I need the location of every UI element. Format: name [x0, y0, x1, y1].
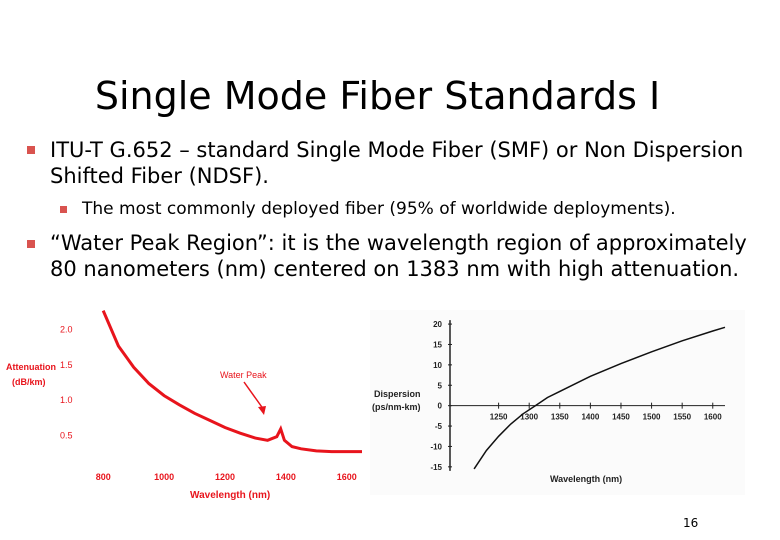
- x-tick-label: 1000: [154, 472, 174, 482]
- dispersion-curve: [473, 326, 726, 470]
- y-tick-label: 0.5: [60, 431, 73, 441]
- x-tick-label: 1450: [612, 413, 630, 422]
- x-tick-label: 1250: [490, 413, 508, 422]
- bullet-marker: [27, 146, 35, 154]
- y-tick-label: -5: [435, 422, 443, 431]
- dispersion-chart: 20 15 10 5 0 -5 -10 -15 1250 1300 1350 1400 1450 150…: [370, 310, 745, 495]
- bullet-2-line2: 80 nanometers (nm) centered on 1383 nm w…: [50, 257, 740, 281]
- y-tick-label: 15: [433, 340, 442, 349]
- bullet-1-line2: Shifted Fiber (NDSF).: [50, 164, 269, 188]
- x-tick-label: 1300: [520, 413, 538, 422]
- y-tick-label: 0: [438, 402, 443, 411]
- x-tick-label: 1200: [215, 472, 235, 482]
- y-tick-label: -15: [430, 463, 442, 472]
- x-tick-label: 1400: [276, 472, 296, 482]
- water-peak-arrow: [243, 381, 265, 411]
- water-peak-label: Water Peak: [220, 370, 267, 380]
- y-tick-label: 20: [433, 320, 442, 329]
- water-peak-arrowhead: [258, 406, 266, 415]
- bullet-marker: [60, 206, 67, 213]
- slide-title: Single Mode Fiber Standards I: [94, 74, 661, 118]
- x-tick-label: 1550: [673, 413, 691, 422]
- attenuation-curve: [101, 310, 362, 454]
- bullet-1-line1: ITU-T G.652 – standard Single Mode Fiber…: [50, 138, 744, 162]
- attenuation-chart: 2.0 1.5 1.0 0.5 800 1000 1200 1400 1600 Attenua…: [6, 310, 362, 501]
- x-tick-label: 1500: [643, 413, 661, 422]
- y-tick-label: 1.5: [60, 360, 73, 370]
- y-tick-label: 1.0: [60, 395, 73, 405]
- x-tick-label: 1600: [337, 472, 357, 482]
- y-tick-label: 10: [433, 361, 442, 370]
- y-axis-unit: (dB/km): [12, 377, 46, 387]
- x-tick-label: 1600: [704, 413, 722, 422]
- x-axis-label: Wavelength (nm): [190, 490, 270, 501]
- bullet-2-line1: “Water Peak Region”: it is the wavelengt…: [50, 231, 747, 255]
- y-axis-label: Attenuation: [6, 362, 56, 372]
- page-number: 16: [683, 516, 699, 530]
- y-tick-label: -10: [430, 442, 442, 451]
- sub-bullet-text: The most commonly deployed fiber (95% of…: [82, 199, 676, 219]
- x-tick-label: 1400: [581, 413, 599, 422]
- x-axis-label: Wavelength (nm): [550, 474, 622, 484]
- bullet-marker: [27, 240, 35, 248]
- y-axis-label: Dispersion: [374, 389, 421, 399]
- y-axis-unit: (ps/nm-km): [372, 402, 421, 412]
- x-tick-label: 800: [96, 472, 111, 482]
- y-tick-label: 5: [438, 381, 443, 390]
- y-tick-label: 2.0: [60, 324, 73, 334]
- x-tick-label: 1350: [551, 413, 569, 422]
